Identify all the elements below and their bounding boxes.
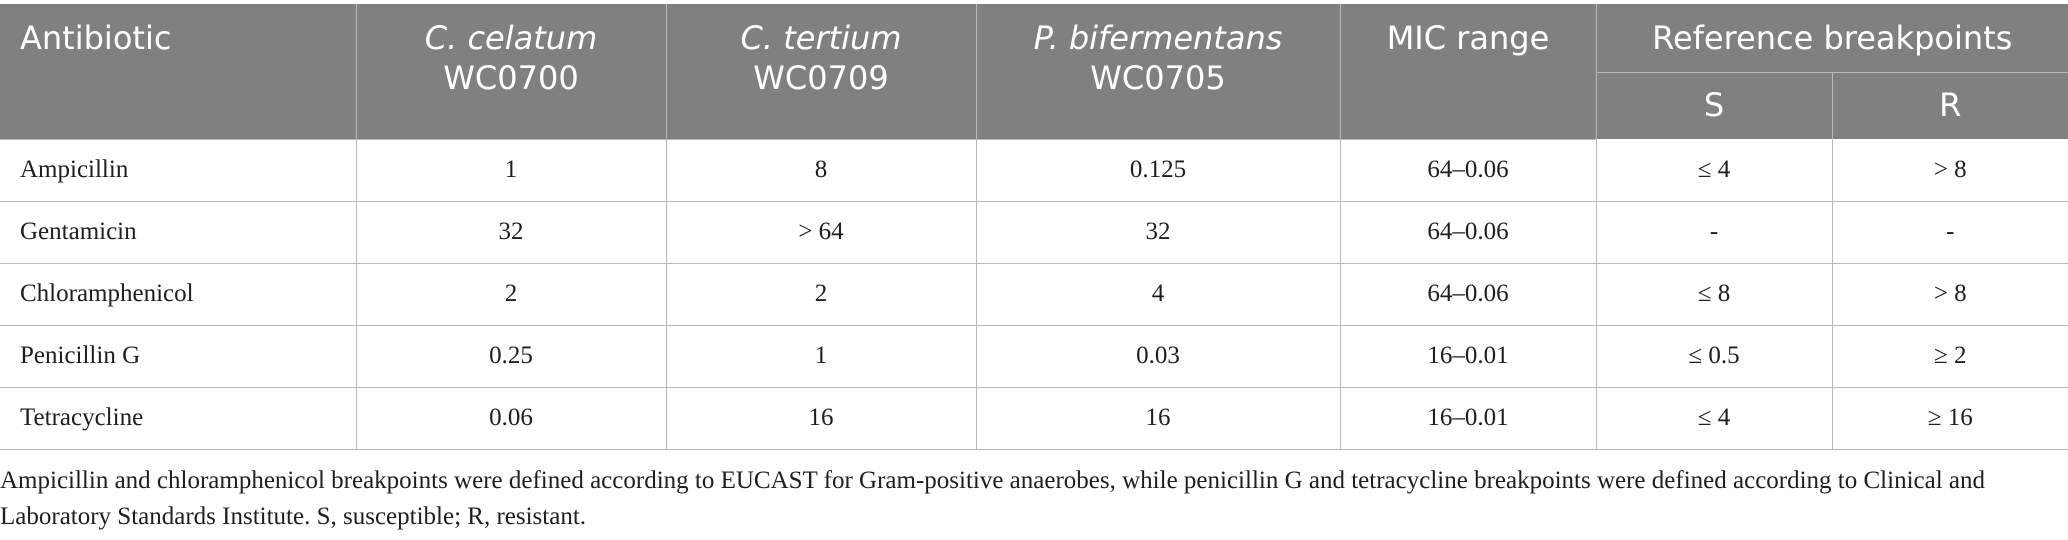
cell-strain-3: 32 bbox=[976, 201, 1341, 264]
strain-1-species: C. celatum bbox=[424, 19, 598, 57]
header-strain-2: C. tertium WC0709 bbox=[666, 4, 977, 140]
cell-strain-2: 16 bbox=[666, 387, 977, 450]
cell-s: ≤ 8 bbox=[1596, 263, 1833, 326]
cell-strain-3: 0.125 bbox=[976, 139, 1341, 202]
cell-r: > 8 bbox=[1832, 263, 2068, 326]
table-body: Ampicillin 1 8 0.125 64–0.06 ≤ 4 > 8 Gen… bbox=[0, 139, 2068, 450]
header-strain-1: C. celatum WC0700 bbox=[356, 4, 667, 140]
cell-mic-range: 16–0.01 bbox=[1340, 387, 1597, 450]
cell-antibiotic: Tetracycline bbox=[0, 387, 357, 450]
mic-table-container: Antibiotic C. celatum WC0700 C. tertium … bbox=[0, 4, 2068, 450]
cell-strain-2: > 64 bbox=[666, 201, 977, 264]
cell-r: > 8 bbox=[1832, 139, 2068, 202]
strain-3-species: P. bifermentans bbox=[1033, 19, 1283, 57]
header-s: S bbox=[1596, 72, 1833, 139]
header-antibiotic: Antibiotic bbox=[0, 4, 357, 140]
strain-1-id: WC0700 bbox=[443, 59, 579, 97]
table-row: Gentamicin 32 > 64 32 64–0.06 - - bbox=[0, 201, 2068, 264]
cell-antibiotic: Ampicillin bbox=[0, 139, 357, 202]
table-row: Chloramphenicol 2 2 4 64–0.06 ≤ 8 > 8 bbox=[0, 263, 2068, 326]
cell-strain-1: 32 bbox=[356, 201, 667, 264]
cell-strain-3: 16 bbox=[976, 387, 1341, 450]
strain-3-id: WC0705 bbox=[1090, 59, 1226, 97]
table-row: Penicillin G 0.25 1 0.03 16–0.01 ≤ 0.5 ≥… bbox=[0, 325, 2068, 388]
cell-s: - bbox=[1596, 201, 1833, 264]
cell-strain-1: 0.06 bbox=[356, 387, 667, 450]
table-row: Ampicillin 1 8 0.125 64–0.06 ≤ 4 > 8 bbox=[0, 139, 2068, 202]
cell-strain-3: 4 bbox=[976, 263, 1341, 326]
strain-2-id: WC0709 bbox=[753, 59, 889, 97]
header-strain-3: P. bifermentans WC0705 bbox=[976, 4, 1341, 140]
cell-strain-1: 0.25 bbox=[356, 325, 667, 388]
cell-antibiotic: Gentamicin bbox=[0, 201, 357, 264]
cell-antibiotic: Chloramphenicol bbox=[0, 263, 357, 326]
cell-r: - bbox=[1832, 201, 2068, 264]
cell-mic-range: 64–0.06 bbox=[1340, 201, 1597, 264]
header-r: R bbox=[1832, 72, 2068, 139]
cell-mic-range: 64–0.06 bbox=[1340, 139, 1597, 202]
cell-s: ≤ 4 bbox=[1596, 387, 1833, 450]
cell-strain-2: 2 bbox=[666, 263, 977, 326]
mic-table: Antibiotic C. celatum WC0700 C. tertium … bbox=[0, 4, 2068, 450]
cell-r: ≥ 2 bbox=[1832, 325, 2068, 388]
cell-strain-2: 8 bbox=[666, 139, 977, 202]
cell-strain-1: 1 bbox=[356, 139, 667, 202]
cell-mic-range: 64–0.06 bbox=[1340, 263, 1597, 326]
cell-antibiotic: Penicillin G bbox=[0, 325, 357, 388]
table-header: Antibiotic C. celatum WC0700 C. tertium … bbox=[0, 4, 2068, 140]
strain-2-species: C. tertium bbox=[740, 19, 902, 57]
header-reference-breakpoints: Reference breakpoints bbox=[1596, 4, 2068, 73]
cell-strain-2: 1 bbox=[666, 325, 977, 388]
cell-mic-range: 16–0.01 bbox=[1340, 325, 1597, 388]
cell-s: ≤ 4 bbox=[1596, 139, 1833, 202]
table-footnote: Ampicillin and chloramphenicol breakpoin… bbox=[0, 467, 1985, 530]
cell-r: ≥ 16 bbox=[1832, 387, 2068, 450]
header-mic-range: MIC range bbox=[1340, 4, 1597, 140]
table-row: Tetracycline 0.06 16 16 16–0.01 ≤ 4 ≥ 16 bbox=[0, 387, 2068, 450]
cell-strain-1: 2 bbox=[356, 263, 667, 326]
cell-s: ≤ 0.5 bbox=[1596, 325, 1833, 388]
cell-strain-3: 0.03 bbox=[976, 325, 1341, 388]
